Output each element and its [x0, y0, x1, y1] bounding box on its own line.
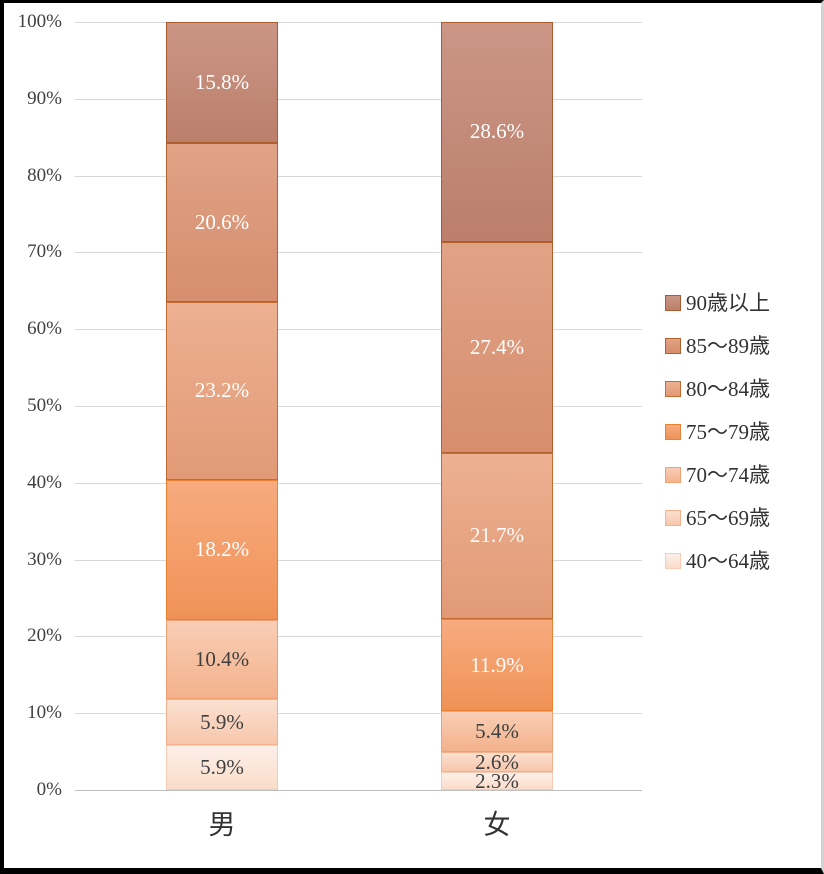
- bar-value-label: 2.6%: [475, 749, 519, 774]
- y-axis-tick-label: 70%: [27, 241, 62, 263]
- gridline: [75, 559, 642, 561]
- y-axis-tick-label: 80%: [27, 164, 62, 186]
- bar-segment: 11.9%: [441, 619, 553, 711]
- legend-item: 40〜64歳: [665, 549, 770, 573]
- legend-swatch-icon: [665, 295, 681, 311]
- bar-segment: 2.3%: [441, 768, 553, 793]
- x-axis-category-label: 女: [483, 810, 511, 840]
- bar-segment: 23.2%: [166, 301, 278, 480]
- bar-value-label: 5.4%: [475, 719, 519, 744]
- legend-label: 40〜64歳: [686, 549, 770, 573]
- legend-label: 70〜74歳: [686, 463, 770, 487]
- legend-item: 70〜74歳: [665, 463, 770, 487]
- bar-segment: 10.4%: [166, 619, 278, 700]
- gridline: [75, 482, 642, 484]
- bar-segment: 2.6%: [441, 749, 553, 774]
- plot-area: 5.9% 5.9% 10.4% 18.2% 23.2% 20.6% 15.8% 2.3% 2.6…: [75, 22, 642, 793]
- legend-swatch-icon: [665, 553, 681, 569]
- gridline: [75, 22, 642, 23]
- gridline: [75, 175, 642, 177]
- gridline: [75, 98, 642, 100]
- bar-value-label: 5.9%: [200, 754, 244, 779]
- bar-value-label: 21.7%: [469, 523, 525, 548]
- stacked-bar-female: 2.3% 2.6% 5.4% 11.9% 21.7% 27.4% 28.6%: [441, 22, 553, 793]
- y-axis-tick-label: 30%: [27, 548, 62, 570]
- bar-segment: 5.9%: [166, 699, 278, 745]
- legend-swatch-icon: [665, 467, 681, 483]
- gridline: [75, 713, 642, 715]
- bar-value-label: 28.6%: [469, 119, 525, 144]
- legend-swatch-icon: [665, 338, 681, 354]
- bar-value-label: 10.4%: [194, 646, 250, 671]
- bar-segment: 15.8%: [166, 22, 278, 144]
- bar-value-label: 5.9%: [200, 709, 244, 734]
- legend-item: 85〜89歳: [665, 334, 770, 358]
- y-axis-tick-label: 90%: [27, 87, 62, 109]
- y-axis-tick-label: 0%: [36, 779, 62, 800]
- y-axis-tick-label: 10%: [27, 702, 62, 724]
- x-axis-category-label: 男: [208, 810, 236, 840]
- bar-value-label: 18.2%: [194, 537, 250, 562]
- legend-swatch-icon: [665, 510, 681, 526]
- bar-segment: 5.9%: [166, 744, 278, 790]
- legend-swatch-icon: [665, 424, 681, 440]
- bar-segment: 21.7%: [441, 452, 553, 620]
- legend-label: 65〜69歳: [686, 506, 770, 530]
- stacked-bar-male: 5.9% 5.9% 10.4% 18.2% 23.2% 20.6% 15.8%: [166, 22, 278, 790]
- legend-label: 75〜79歳: [686, 420, 770, 444]
- y-axis-tick-label: 100%: [17, 11, 62, 32]
- gridline: [75, 329, 642, 331]
- gridline: [75, 406, 642, 407]
- bar-value-label: 15.8%: [194, 70, 250, 95]
- y-axis-tick-label: 60%: [27, 318, 62, 340]
- legend-item: 65〜69歳: [665, 506, 770, 530]
- y-axis-tick-label: 50%: [27, 395, 62, 416]
- bar-segment: 18.2%: [166, 479, 278, 620]
- legend-label: 90歳以上: [686, 291, 770, 315]
- legend-label: 85〜89歳: [686, 334, 770, 358]
- bar-segment: 20.6%: [166, 143, 278, 302]
- legend-item: 75〜79歳: [665, 420, 770, 444]
- bar-value-label: 23.2%: [194, 378, 250, 403]
- bar-segment: 28.6%: [441, 22, 553, 242]
- bar-value-label: 11.9%: [470, 652, 524, 677]
- legend-item: 80〜84歳: [665, 377, 770, 401]
- bar-segment: 27.4%: [441, 241, 553, 453]
- legend-label: 80〜84歳: [686, 377, 770, 401]
- x-axis-baseline: [75, 790, 642, 791]
- bar-value-label: 20.6%: [194, 209, 250, 234]
- legend-item: 90歳以上: [665, 291, 770, 315]
- chart-legend: 90歳以上 85〜89歳 80〜84歳 75〜79歳 70〜74歳 65〜69歳 40〜64…: [665, 291, 770, 573]
- gridline: [75, 252, 642, 254]
- y-axis-tick-label: 20%: [27, 625, 62, 647]
- bar-value-label: 2.3%: [475, 768, 519, 793]
- legend-swatch-icon: [665, 381, 681, 397]
- y-axis-tick-label: 40%: [27, 471, 62, 493]
- gridline: [75, 636, 642, 638]
- bar-value-label: 27.4%: [469, 334, 525, 359]
- bar-segment: 5.4%: [441, 710, 553, 753]
